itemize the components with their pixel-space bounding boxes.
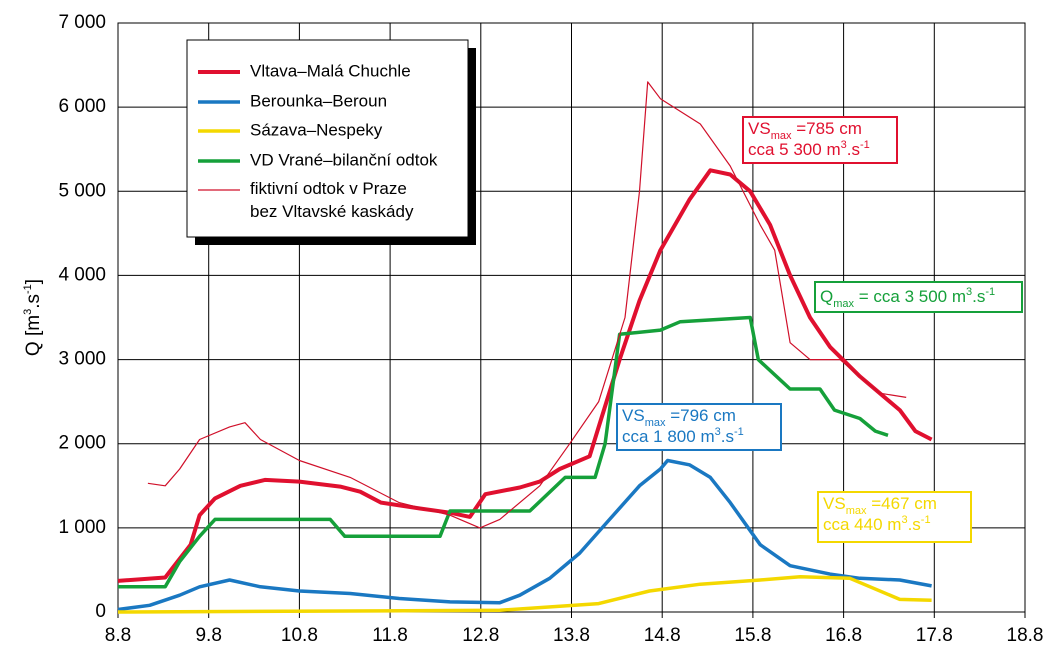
y-tick-label: 4 000 xyxy=(58,264,106,285)
x-tick-label: 17.8 xyxy=(916,625,953,646)
text-part: Q xyxy=(820,287,833,306)
text-part: .s xyxy=(721,427,734,446)
annotation-box xyxy=(742,116,898,164)
legend-line: fiktivní odtok v Praze xyxy=(250,179,407,198)
text-part: cca 440 m xyxy=(823,515,901,534)
annotation-box xyxy=(814,281,1023,313)
text-part: max xyxy=(846,505,867,517)
text-part: .s xyxy=(972,287,985,306)
annotation-text: Qmax = cca 3 500 m3.s-1 xyxy=(820,286,995,310)
x-tick-label: 13.8 xyxy=(553,625,590,646)
x-tick-label: 9.8 xyxy=(195,625,221,646)
x-tick-label: 14.8 xyxy=(644,625,681,646)
y-tick-label: 6 000 xyxy=(58,96,106,117)
text-part: Q [m xyxy=(23,315,44,356)
x-tick-label: 10.8 xyxy=(281,625,318,646)
text-part: 3 xyxy=(901,514,907,526)
y-tick-label: 3 000 xyxy=(58,349,106,370)
x-tick-label: 16.8 xyxy=(825,625,862,646)
annotation-text: cca 440 m3.s-1 xyxy=(823,514,931,535)
text-part: 3 xyxy=(841,139,847,151)
y-tick-label: 7 000 xyxy=(58,12,106,33)
text-part: VS xyxy=(823,494,846,513)
annotation-text: VSmax =796 cm xyxy=(622,406,736,428)
text-part: ] xyxy=(23,279,44,284)
text-part: .s xyxy=(23,294,44,309)
series-line xyxy=(117,574,932,614)
x-tick-label: 15.8 xyxy=(734,625,771,646)
text-part: cca 1 800 m xyxy=(622,427,715,446)
text-part: .s xyxy=(908,515,921,534)
legend-label: fiktivní odtok v Praze bez Vltavské kaská… xyxy=(250,179,414,221)
annotation-box xyxy=(817,491,972,543)
text-part: = cca 3 500 m xyxy=(854,287,966,306)
legend-line: bez Vltavské kaskády xyxy=(250,202,414,221)
text-part: VS xyxy=(622,406,645,425)
y-tick-label: 2 000 xyxy=(58,433,106,454)
text-part: .s xyxy=(847,140,860,159)
text-part: =785 cm xyxy=(791,119,861,138)
y-tick-label: 1 000 xyxy=(58,517,106,538)
text-part: cca 5 300 m xyxy=(748,140,841,159)
text-part: -1 xyxy=(985,286,995,298)
text-part: 3 xyxy=(966,286,972,298)
x-tick-label: 18.8 xyxy=(1007,625,1044,646)
legend-label: Sázava–Nespeky xyxy=(250,120,383,139)
text-part: max xyxy=(771,130,792,142)
annotation-box xyxy=(616,403,782,451)
annotation-text: VSmax =467 cm xyxy=(823,494,937,516)
text-part: 3 xyxy=(715,426,721,438)
text-part: =467 cm xyxy=(866,494,936,513)
y-tick-label: 0 xyxy=(95,601,106,622)
text-part: VS xyxy=(748,119,771,138)
legend-label: Vltava–Malá Chuchle xyxy=(250,61,411,80)
series-line xyxy=(117,168,933,583)
text-part: max xyxy=(833,298,854,310)
text-part: =796 cm xyxy=(665,406,735,425)
text-part: max xyxy=(645,417,666,429)
x-tick-label: 11.8 xyxy=(372,625,408,646)
y-axis-label: Q [m3.s-1] xyxy=(22,279,44,356)
legend-label: VD Vrané–bilanční odtok xyxy=(250,150,438,169)
text-part: -1 xyxy=(734,426,744,438)
legend-label: Berounka–Beroun xyxy=(250,91,387,110)
text-part: -1 xyxy=(921,514,931,526)
annotation-text: cca 5 300 m3.s-1 xyxy=(748,139,870,160)
annotation-text: VSmax =785 cm xyxy=(748,119,862,141)
text-part: -1 xyxy=(860,139,870,151)
series-line xyxy=(118,315,889,589)
x-tick-label: 12.8 xyxy=(462,625,499,646)
series-line xyxy=(147,81,907,529)
text-part: -1 xyxy=(22,284,34,294)
annotation-text: cca 1 800 m3.s-1 xyxy=(622,426,744,447)
y-tick-label: 5 000 xyxy=(58,180,106,201)
x-tick-label: 8.8 xyxy=(105,625,131,646)
series-line xyxy=(117,458,932,612)
text-part: 3 xyxy=(22,309,34,315)
